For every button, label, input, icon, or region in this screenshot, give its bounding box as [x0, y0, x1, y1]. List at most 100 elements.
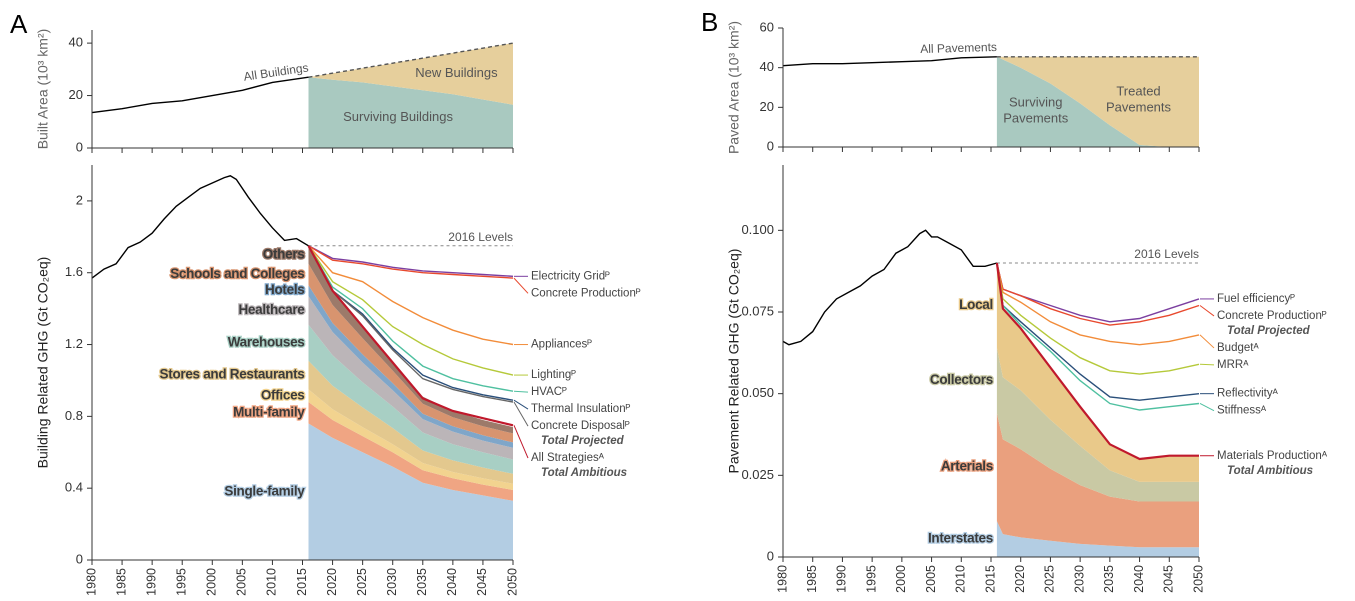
data-line [308, 245, 514, 277]
line-label: Fuel efficiencyᴾ [1217, 293, 1295, 305]
data-line [307, 245, 514, 392]
y-tick-label: 40 [760, 59, 774, 74]
stacked-area [996, 263, 1199, 482]
x-tick-label: 2010 [265, 568, 279, 596]
x-tick-label: 2035 [415, 568, 429, 596]
data-line [996, 262, 1200, 401]
stacked-area [308, 360, 513, 484]
area-label: Surviving Buildings [343, 109, 453, 124]
line-label: Electricity Gridᴾ [531, 270, 610, 282]
x-tick-label: 2030 [1072, 565, 1086, 593]
area-label: Schools and Colleges [170, 266, 304, 281]
data-line [996, 262, 1200, 326]
y-axis-label: Building Related GHG (Gt CO₂eq) [35, 257, 51, 469]
line-label: Concrete Productionᴾ [531, 287, 641, 299]
data-line [782, 229, 998, 346]
line-note: Total Ambitious [1227, 465, 1313, 477]
area-label: Multi-family [233, 404, 305, 419]
stacked-area [308, 324, 513, 474]
y-tick-label: 1.2 [65, 336, 83, 351]
data-line [996, 262, 1200, 375]
line-label: Concrete Productionᴾ [1217, 310, 1327, 322]
y-tick-label: 60 [760, 19, 774, 34]
data-line [91, 175, 309, 279]
stacked-area [996, 56, 1199, 147]
x-tick-label: 1990 [835, 565, 849, 593]
area-label: Interstates [928, 531, 993, 546]
area-label: Local [959, 297, 993, 312]
y-tick-label: 1.6 [65, 264, 83, 279]
leader-line [1199, 363, 1215, 366]
reference-label: 2016 Levels [448, 230, 513, 244]
data-line [91, 76, 309, 114]
area-label: Others [263, 246, 305, 261]
stacked-area [996, 347, 1199, 502]
y-tick-label: 0.025 [741, 467, 774, 482]
leader-line [513, 390, 529, 393]
panel-letter: B [701, 7, 718, 37]
line-note: Total Projected [1227, 325, 1311, 337]
y-tick-label: 40 [69, 35, 83, 50]
data-line [995, 262, 1199, 461]
x-tick-label: 2025 [1043, 565, 1057, 593]
data-line [996, 262, 1200, 346]
stacked-area [308, 43, 513, 105]
x-tick-label: 2050 [1191, 565, 1205, 593]
data-line [996, 262, 1200, 323]
stacked-area [308, 402, 513, 501]
stacked-area [996, 413, 1199, 548]
line-label: Budgetᴬ [1217, 342, 1259, 354]
line-label: All Pavements [920, 40, 997, 56]
x-tick-label: 2020 [325, 568, 339, 596]
line-label: Thermal Insulationᴾ [531, 403, 631, 415]
data-line [307, 245, 514, 376]
line-label: Reflectivityᴬ [1217, 388, 1279, 400]
line-note: Total Projected [541, 435, 625, 447]
data-line [308, 245, 514, 279]
data-line [307, 245, 514, 403]
y-tick-label: 0.8 [65, 408, 83, 423]
x-tick-label: 2040 [1132, 565, 1146, 593]
x-tick-label: 2015 [295, 568, 309, 596]
stacked-area [996, 56, 1199, 147]
x-tick-label: 1995 [175, 568, 189, 596]
panel-letter: A [10, 9, 28, 39]
x-tick-label: 1980 [84, 568, 98, 596]
y-axis-label: Built Area (10³ km²) [35, 29, 51, 150]
line-label: Concrete Disposalᴾ [531, 420, 630, 432]
x-tick-label: 2035 [1102, 565, 1116, 593]
area-label-line: Pavements [1003, 111, 1069, 126]
data-line [782, 56, 997, 67]
leader-line [513, 399, 529, 410]
reference-label: 2016 Levels [1134, 247, 1199, 261]
y-tick-label: 20 [69, 87, 83, 102]
y-tick-label: 2 [76, 192, 83, 207]
y-axis-label: Paved Area (10³ km²) [726, 21, 742, 154]
y-tick-label: 0.4 [65, 480, 83, 495]
x-tick-label: 2010 [954, 565, 968, 593]
y-tick-label: 0 [767, 138, 774, 153]
area-label: New Buildings [415, 65, 498, 80]
area-label: Healthcare [238, 302, 305, 317]
leader-line [1199, 334, 1215, 349]
area-label: Arterials [941, 459, 993, 474]
x-tick-label: 1985 [805, 565, 819, 593]
data-line [307, 245, 514, 427]
y-tick-label: 0 [767, 548, 774, 563]
area-label: Treated Pavements [1106, 84, 1172, 115]
x-tick-label: 2005 [924, 565, 938, 593]
line-label: Lightingᴾ [531, 369, 576, 381]
line-label: HVACᴾ [531, 386, 567, 398]
area-label: Collectors [930, 372, 993, 387]
area-label-line: Surviving [1009, 95, 1062, 110]
line-label: Stiffnessᴬ [1217, 405, 1267, 417]
x-tick-label: 2040 [445, 568, 459, 596]
y-tick-label: 0 [76, 139, 83, 154]
x-tick-label: 2015 [983, 565, 997, 593]
area-label: Surviving Pavements [1003, 95, 1069, 126]
x-tick-label: 2005 [235, 568, 249, 596]
x-tick-label: 2045 [1162, 565, 1176, 593]
leader-line [1199, 403, 1215, 412]
